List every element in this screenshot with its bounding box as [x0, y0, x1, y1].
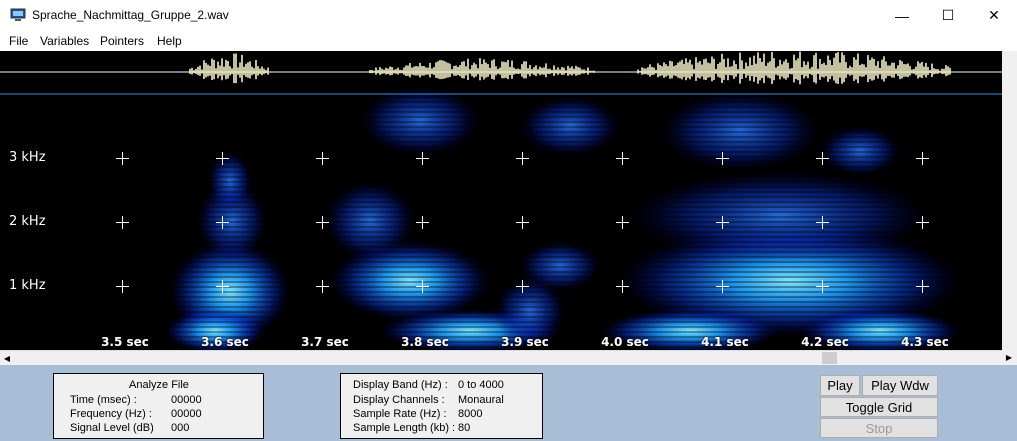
info-label: Sample Rate (Hz) :	[353, 408, 447, 420]
horizontal-scrollbar[interactable]: ◀	[0, 350, 1002, 365]
analyze-file-box: Analyze File Time (msec) : 00000 Frequen…	[53, 373, 264, 439]
grid-cross	[416, 216, 429, 229]
grid-cross	[116, 280, 129, 293]
grid-cross	[216, 152, 229, 165]
grid-cross	[616, 216, 629, 229]
menu-pointers[interactable]: Pointers	[100, 34, 145, 48]
info-value: 8000	[458, 408, 483, 420]
scroll-thumb[interactable]	[822, 352, 837, 364]
grid-cross	[516, 280, 529, 293]
time-label: 3.7 sec	[301, 335, 349, 349]
minimize-icon: —	[895, 7, 909, 24]
stop-button[interactable]: Stop	[820, 418, 938, 438]
time-label: 3.5 sec	[101, 335, 149, 349]
menu-variables[interactable]: Variables	[40, 34, 90, 48]
control-panel: Analyze File Time (msec) : 00000 Frequen…	[0, 365, 1017, 441]
freq-label-2khz: 2 kHz	[9, 214, 46, 229]
maximize-icon: ☐	[941, 7, 955, 23]
menu-bar: File Variables Pointers Help	[0, 31, 1017, 51]
app-icon	[10, 8, 26, 21]
grid-cross	[816, 216, 829, 229]
spectrogram-display[interactable]: 3 kHz 2 kHz 1 kHz 3.5 sec 3.6 sec 3.7 se…	[0, 51, 1017, 350]
info-label: Display Band (Hz) :	[353, 379, 448, 391]
time-label: 3.6 sec	[201, 335, 249, 349]
info-value: 80	[458, 422, 471, 434]
close-icon: ✕	[988, 7, 1000, 23]
grid-cross	[716, 152, 729, 165]
grid-cross	[516, 152, 529, 165]
scroll-right-icon[interactable]: ▶	[1005, 352, 1013, 362]
info-label: Sample Length (kb) :	[353, 422, 456, 434]
window-title: Sprache_Nachmittag_Gruppe_2.wav	[32, 8, 229, 22]
time-label: 4.2 sec	[801, 335, 849, 349]
grid-cross	[816, 280, 829, 293]
time-label: 4.1 sec	[701, 335, 749, 349]
grid-cross	[616, 280, 629, 293]
time-label: 3.9 sec	[501, 335, 549, 349]
time-label: 4.0 sec	[601, 335, 649, 349]
analyze-label: Frequency (Hz) :	[70, 408, 152, 420]
minimize-button[interactable]: —	[879, 0, 925, 31]
grid-cross	[916, 280, 929, 293]
grid-cross	[416, 152, 429, 165]
freq-label-3khz: 3 kHz	[9, 150, 46, 165]
grid-cross	[216, 216, 229, 229]
close-button[interactable]: ✕	[971, 0, 1017, 31]
grid-cross	[916, 152, 929, 165]
analyze-title: Analyze File	[129, 379, 189, 391]
scroll-corner: ▶	[1002, 350, 1017, 365]
grid-cross	[116, 152, 129, 165]
analyze-value: 00000	[171, 408, 202, 420]
grid-cross	[916, 216, 929, 229]
time-label: 3.8 sec	[401, 335, 449, 349]
grid-cross	[416, 280, 429, 293]
grid-cross	[716, 216, 729, 229]
freq-label-1khz: 1 kHz	[9, 278, 46, 293]
spectrogram-graphic	[0, 51, 1002, 350]
grid-cross	[616, 152, 629, 165]
info-value: 0 to 4000	[458, 379, 504, 391]
analyze-label: Signal Level (dB)	[70, 422, 154, 434]
toggle-grid-button[interactable]: Toggle Grid	[820, 397, 938, 417]
analyze-value: 00000	[171, 394, 202, 406]
play-button[interactable]: Play	[820, 375, 860, 396]
grid-cross	[516, 216, 529, 229]
grid-cross	[316, 216, 329, 229]
time-label: 4.3 sec	[901, 335, 949, 349]
grid-cross	[316, 152, 329, 165]
grid-cross	[216, 280, 229, 293]
grid-cross	[716, 280, 729, 293]
analyze-label: Time (msec) :	[70, 394, 137, 406]
grid-cross	[316, 280, 329, 293]
grid-cross	[816, 152, 829, 165]
analyze-value: 000	[171, 422, 190, 434]
display-info-box: Display Band (Hz) : 0 to 4000 Display Ch…	[340, 373, 543, 439]
menu-help[interactable]: Help	[157, 34, 182, 48]
info-label: Display Channels :	[353, 394, 445, 406]
scroll-left-icon[interactable]: ◀	[3, 353, 11, 363]
vertical-scrollbar[interactable]	[1002, 51, 1017, 350]
title-bar: Sprache_Nachmittag_Gruppe_2.wav — ☐ ✕	[0, 0, 1017, 31]
info-value: Monaural	[458, 394, 504, 406]
maximize-button[interactable]: ☐	[925, 0, 971, 31]
grid-cross	[116, 216, 129, 229]
play-window-button[interactable]: Play Wdw	[862, 375, 938, 396]
menu-file[interactable]: File	[9, 34, 29, 48]
